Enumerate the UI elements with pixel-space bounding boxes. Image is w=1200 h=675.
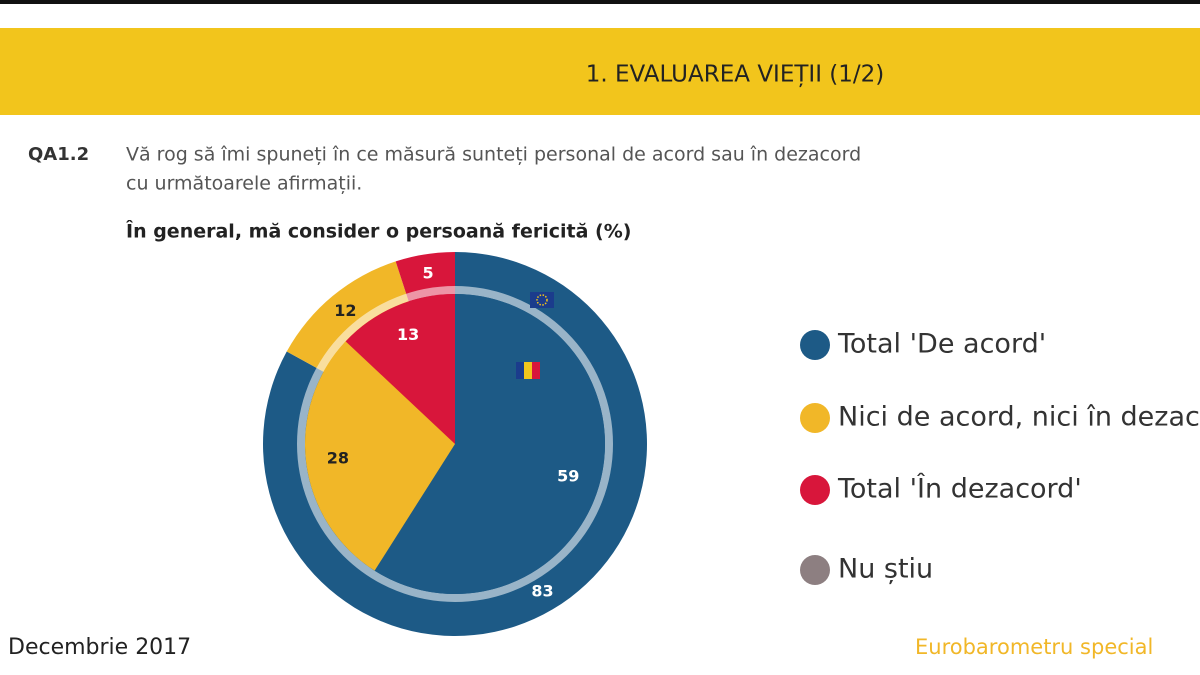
- ring-border: [297, 286, 613, 602]
- data-label: 28: [327, 448, 349, 467]
- legend-marker: [800, 555, 830, 585]
- top-border: [0, 0, 1200, 4]
- legend-label: Total 'De acord': [837, 329, 1046, 360]
- data-label: 13: [397, 325, 419, 344]
- pie-slice: [305, 341, 455, 571]
- legend: Total 'De acord' Nici de acord, nici în d…: [800, 329, 1200, 585]
- eu-flag: [530, 292, 554, 308]
- footer-source: Eurobarometru special: [915, 635, 1153, 659]
- chart-title: În general, mă consider o persoană feric…: [126, 220, 631, 243]
- pie-slice: [374, 294, 605, 594]
- question-text: cu următoarele afirmații.: [126, 173, 362, 195]
- legend-marker: [800, 475, 830, 505]
- data-label: 5: [423, 264, 434, 283]
- legend-label: Total 'În dezacord': [837, 473, 1082, 505]
- legend-marker: [800, 403, 830, 433]
- banner: [0, 28, 1200, 115]
- legend-marker: [800, 330, 830, 360]
- footer-date: Decembrie 2017: [8, 635, 191, 660]
- question-text: Vă rog să îmi spuneți în ce măsură sunte…: [126, 144, 861, 166]
- legend-label: Nu știu: [838, 554, 933, 585]
- ro-flag: [516, 362, 540, 379]
- question-code: QA1.2: [28, 144, 89, 165]
- data-label: 12: [334, 301, 356, 320]
- data-label: 59: [557, 466, 579, 485]
- pie-slice: [345, 294, 455, 444]
- data-label: 83: [531, 582, 553, 601]
- banner-title: 1. EVALUAREA VIEȚII (1/2): [586, 62, 885, 88]
- legend-label: Nici de acord, nici în dezacord: [838, 402, 1200, 433]
- pie: 83 12 5 59 28 13: [262, 252, 647, 637]
